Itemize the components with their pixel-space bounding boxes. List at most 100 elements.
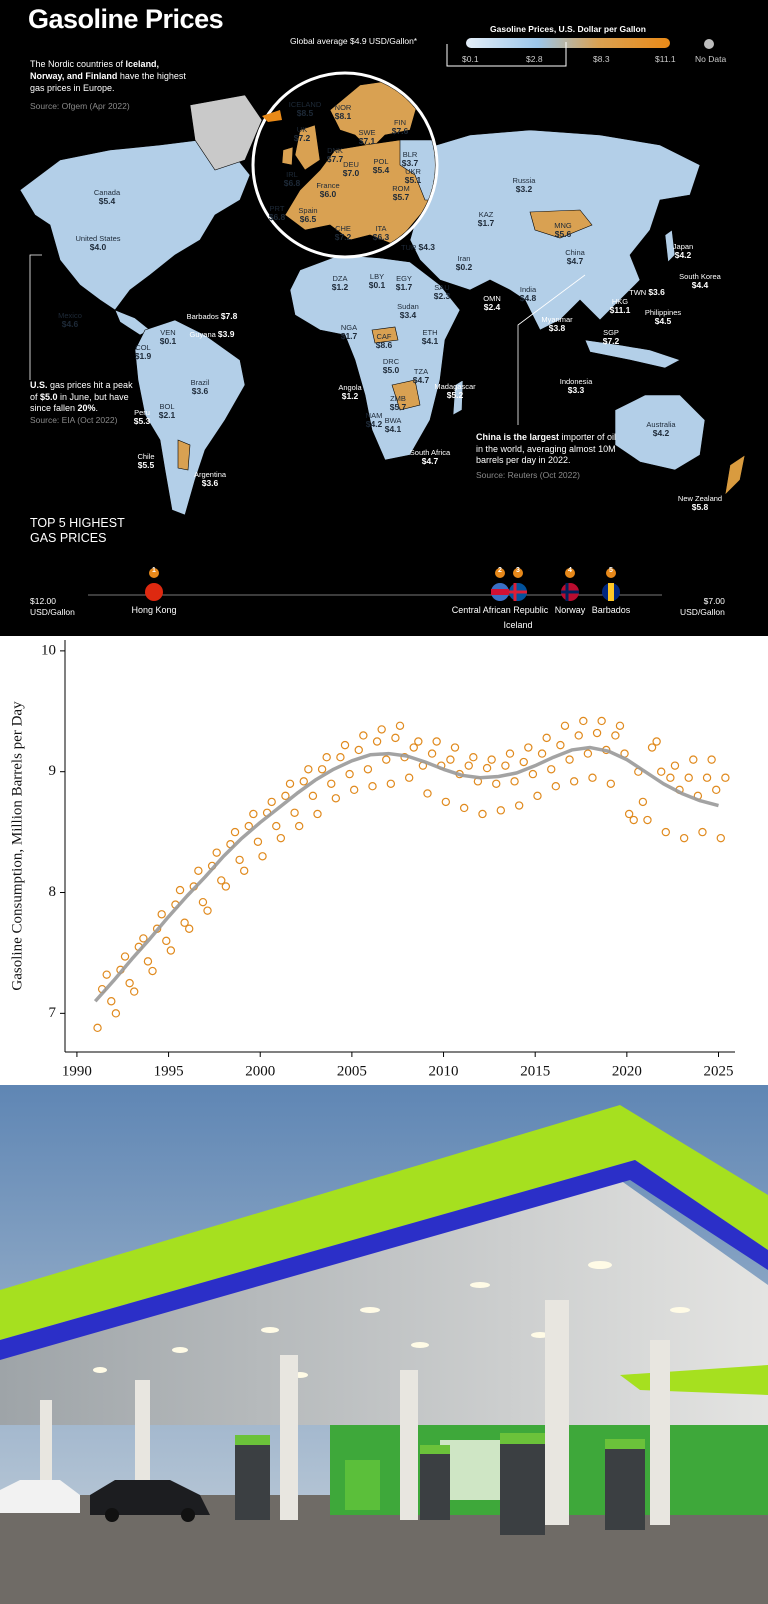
legend-tick: $11.1 — [655, 54, 676, 64]
southern-africa — [391, 379, 421, 411]
data-point — [514, 801, 524, 810]
white-car — [0, 1480, 80, 1513]
country-label: COL $1.9 — [135, 343, 152, 361]
light — [531, 1332, 549, 1338]
country-name: MNG — [554, 221, 572, 230]
data-point — [327, 779, 336, 788]
country-label: EGY $1.7 — [396, 274, 413, 292]
map-art — [19, 38, 746, 601]
x-tick-label: 2005 — [337, 1063, 367, 1079]
country-price: $5.3 — [133, 416, 151, 426]
data-point — [679, 833, 689, 843]
country-label: TUR $4.3 — [401, 242, 436, 253]
country-label: United States $4.0 — [75, 234, 120, 252]
light — [360, 1307, 380, 1313]
data-point — [528, 769, 538, 779]
country-label: DNK $7.7 — [327, 146, 344, 164]
data-point — [492, 779, 501, 788]
light — [261, 1327, 279, 1333]
data-point — [276, 833, 286, 843]
country-price: $2.1 — [158, 410, 176, 420]
country-name: BOL — [159, 402, 175, 411]
country-name: LBY — [369, 272, 385, 281]
country-label: DRC $5.0 — [383, 357, 400, 375]
country-name: SGP — [603, 328, 619, 337]
data-point — [198, 897, 208, 907]
ann-text: importer of oil in the world, averaging … — [476, 432, 617, 465]
country-price: $3.7 — [401, 158, 419, 168]
scale-label: $7.00 — [703, 596, 725, 606]
data-point — [162, 936, 171, 946]
data-point — [93, 1023, 102, 1033]
x-tick-label: 2000 — [245, 1063, 275, 1079]
data-point — [643, 815, 652, 825]
data-point — [313, 809, 322, 819]
data-point — [129, 987, 139, 996]
country-label: China $4.7 — [565, 248, 585, 266]
intro-bold: Iceland, Norway, and Finland — [30, 59, 160, 81]
country-name: DNK — [327, 146, 343, 155]
legend-tick: $8.3 — [593, 54, 610, 64]
x-tick-label: 1990 — [62, 1063, 92, 1079]
country-price: $0.2 — [455, 262, 473, 272]
pump — [235, 1440, 270, 1520]
data-point — [611, 731, 620, 740]
country-name: Angola — [338, 383, 362, 392]
country-label: IRL $6.8 — [284, 170, 301, 188]
data-point — [501, 761, 510, 770]
flag-barbados-band — [608, 583, 614, 601]
country-label: TWN $3.6 — [629, 288, 665, 298]
country-name: China — [565, 248, 585, 257]
data-point — [239, 866, 249, 875]
country-price: $2.3 — [433, 291, 451, 301]
rank-number: 1 — [152, 567, 156, 574]
top5-name: Iceland — [503, 620, 533, 630]
rank-number: 3 — [516, 567, 520, 574]
country-label: KAZ $1.7 — [478, 210, 495, 228]
country-name: Australia — [646, 420, 676, 429]
country-label: Canada $5.4 — [94, 188, 120, 206]
country-label: SWE $7.1 — [358, 128, 375, 146]
data-point — [624, 809, 634, 819]
iceland — [262, 110, 282, 122]
country-price: $7.0 — [342, 168, 360, 178]
country-price: $4.2 — [652, 428, 670, 438]
south-america — [134, 319, 246, 516]
country-price: $4.3 — [418, 242, 436, 252]
country-price: $6.3 — [372, 232, 390, 242]
country-price: $7.2 — [293, 133, 311, 143]
data-point — [414, 737, 423, 746]
country-label: France $6.0 — [316, 181, 339, 199]
data-point — [446, 755, 455, 764]
country-price: $3.6 — [201, 478, 219, 488]
data-point — [487, 755, 496, 764]
country-label: NGA $1.7 — [341, 323, 358, 341]
country-label: Peru $5.3 — [134, 408, 151, 426]
data-point — [638, 797, 648, 807]
data-point — [258, 852, 267, 861]
country-name: Canada — [93, 188, 121, 197]
country-name: ROM — [392, 184, 410, 193]
data-point — [345, 769, 354, 779]
pillar — [545, 1300, 569, 1525]
ireland — [281, 146, 294, 166]
high-price-areas — [177, 209, 593, 471]
country-price: $5.6 — [554, 229, 572, 239]
country-name: DRC — [382, 357, 400, 366]
top5-name: Central African Republic — [451, 605, 549, 615]
data-point — [592, 728, 602, 738]
country-label: Guyana $3.9 — [190, 330, 235, 340]
country-price: $7.2 — [602, 336, 620, 346]
country-name: Madagascar — [434, 382, 476, 391]
data-point — [382, 755, 391, 764]
country-price: $6.0 — [319, 189, 337, 199]
data-point — [652, 737, 661, 746]
data-point — [702, 773, 712, 782]
country-name: UK — [296, 125, 308, 134]
scale-label: $12.00 — [30, 596, 56, 606]
data-point — [143, 957, 153, 966]
country-price: $4.2 — [365, 419, 383, 429]
pillar — [400, 1370, 418, 1520]
pump-top — [605, 1439, 645, 1449]
country-price: $1.7 — [340, 331, 358, 341]
